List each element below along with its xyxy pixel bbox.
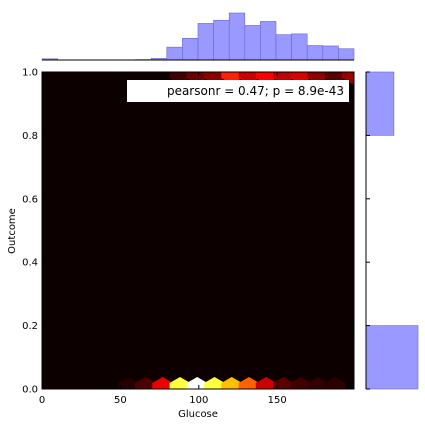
marginal-x-bar	[197, 23, 214, 61]
hexbin-layer	[117, 72, 354, 389]
hexbin-cell	[135, 377, 156, 389]
joint-plot-frame	[41, 71, 355, 390]
joint-plot: 0 50 100 150 0.0 0.2 0.4 0.6 0.8 1.0 Glucose Out…	[7, 68, 355, 420]
marginal-x-bar	[213, 19, 230, 61]
marginal-y-bar	[365, 71, 395, 136]
y-axis-label: Outcome	[7, 208, 18, 254]
marginal-x-bar	[182, 38, 199, 61]
x-axis-label: Glucose	[178, 409, 218, 420]
marginal-x-bar	[166, 46, 183, 61]
marginal-x-bar	[306, 45, 324, 61]
marginal-y-histogram	[365, 71, 419, 390]
y-tick-label: 0.6	[22, 194, 38, 205]
y-tick-label: 0.0	[22, 385, 38, 396]
hexbin-cell	[204, 377, 225, 389]
hexbin-cell	[324, 377, 346, 389]
marginal-x-bar	[275, 34, 292, 61]
y-tick-label: 0.4	[22, 258, 38, 269]
x-tick-label: 100	[189, 395, 208, 406]
y-axis-ticks: 0.0 0.2 0.4 0.6 0.8 1.0	[22, 68, 354, 396]
marginal-x-histogram	[41, 12, 355, 61]
y-tick-label: 1.0	[22, 68, 38, 79]
joint-plot-background	[42, 72, 354, 389]
hexbin-cell	[290, 377, 312, 389]
annotation-text: pearsonr = 0.47; p = 8.9e-43	[167, 84, 344, 98]
hexbin-cell	[117, 377, 139, 389]
hexbin-cell	[273, 377, 294, 389]
marginal-x-bar	[244, 25, 261, 61]
hexbin-cell	[255, 377, 277, 389]
x-tick-label: 150	[268, 395, 287, 406]
marginal-y-bar	[365, 325, 419, 390]
x-axis-ticks: 0 50 100 150	[39, 72, 287, 406]
hexbin-cell	[221, 377, 243, 389]
y-tick-label: 0.2	[22, 321, 38, 332]
y-tick-label: 0.8	[22, 131, 38, 142]
hexbin-cell	[307, 377, 329, 389]
hexbin-cell	[152, 377, 174, 389]
hexbin-cell	[342, 72, 354, 84]
hexbin-cell	[186, 377, 208, 389]
marginal-x-bar	[291, 33, 308, 61]
hexbin-cell	[169, 377, 191, 389]
correlation-annotation: pearsonr = 0.47; p = 8.9e-43	[127, 80, 349, 102]
x-tick-label: 50	[114, 395, 127, 406]
marginal-x-bar	[322, 45, 339, 61]
annotation-box	[127, 80, 349, 102]
marginal-x-bar	[228, 12, 246, 61]
hexbin-cell	[238, 377, 260, 389]
marginal-x-bar	[338, 48, 355, 61]
marginal-x-bar	[260, 21, 277, 61]
x-tick-label: 0	[39, 395, 45, 406]
